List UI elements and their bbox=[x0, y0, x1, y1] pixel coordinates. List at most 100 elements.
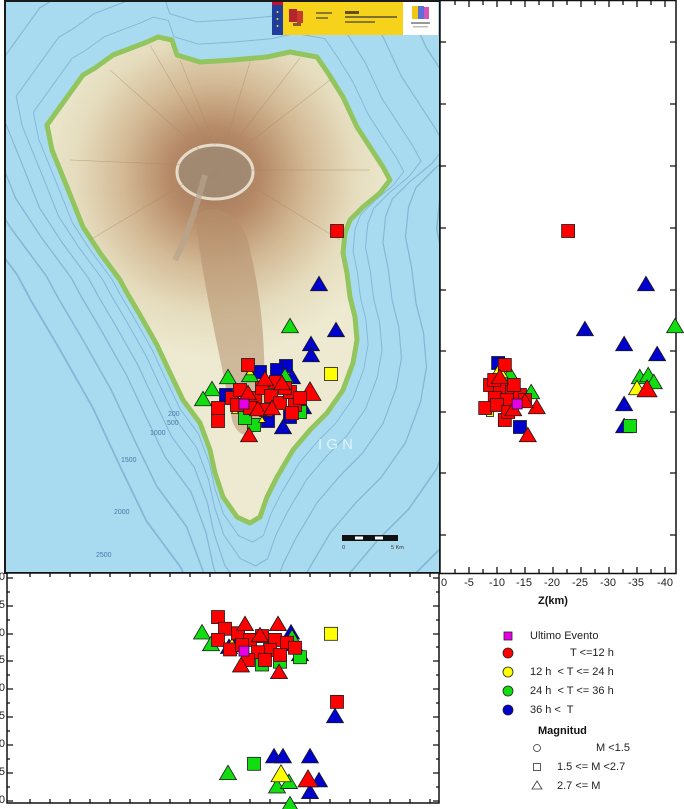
x-tick-0: 0 bbox=[440, 577, 448, 589]
event-triangle-marker bbox=[647, 345, 667, 362]
event-square-marker bbox=[324, 367, 338, 381]
ravines bbox=[69, 44, 370, 241]
event-square-marker bbox=[211, 401, 225, 415]
contour-label-2000: 2000 bbox=[114, 509, 130, 516]
event-triangle-marker bbox=[269, 663, 289, 680]
event-triangle-marker bbox=[267, 777, 287, 794]
event-triangle-marker bbox=[257, 415, 267, 423]
event-square-marker bbox=[478, 401, 493, 415]
event-triangle-marker bbox=[282, 795, 298, 809]
caldera bbox=[175, 143, 255, 201]
ign-watermark: I G N bbox=[318, 436, 353, 453]
legend-t24-icon bbox=[502, 666, 514, 678]
scale-bar: 0 5 Km bbox=[342, 535, 404, 551]
event-triangle-marker bbox=[218, 368, 238, 385]
map-epicenter-markers bbox=[193, 224, 346, 443]
caldera-ravine bbox=[172, 174, 208, 262]
contour-label-2500: 2500 bbox=[96, 552, 112, 559]
event-triangle-marker bbox=[193, 390, 213, 407]
event-square-marker bbox=[238, 398, 250, 410]
x-tick-minus10: -10 bbox=[489, 577, 505, 589]
contour-label-500: 500 bbox=[167, 420, 179, 427]
legend-last-event-icon bbox=[503, 631, 513, 641]
event-triangle-marker bbox=[309, 275, 329, 292]
event-triangle-marker bbox=[300, 783, 320, 800]
event-triangle-marker bbox=[273, 747, 293, 764]
event-square-marker bbox=[506, 378, 521, 392]
event-square-marker bbox=[247, 756, 261, 771]
event-square-marker bbox=[241, 358, 255, 372]
legend-t36-icon bbox=[502, 685, 514, 697]
depth-vs-latitude-markers bbox=[478, 224, 684, 443]
event-triangle-marker bbox=[636, 379, 658, 398]
contour-label-1500: 1500 bbox=[121, 457, 137, 464]
y-tick-3: 5 bbox=[0, 654, 5, 666]
event-triangle-marker bbox=[575, 320, 595, 337]
legend-triangle-magnitude-icon bbox=[531, 780, 543, 790]
event-triangle-marker bbox=[218, 764, 238, 781]
x-tick-minus15: -15 bbox=[516, 577, 532, 589]
x-tick-minus20: -20 bbox=[544, 577, 560, 589]
x-tick-minus35: -35 bbox=[628, 577, 644, 589]
event-square-marker bbox=[490, 398, 504, 412]
depth-vs-latitude-ticks bbox=[440, 1, 676, 573]
depth-vs-longitude-markers bbox=[192, 610, 345, 809]
legend-circle-magnitude-icon bbox=[533, 744, 541, 752]
x-tick-minus30: -30 bbox=[600, 577, 616, 589]
y-tick-1: 5 bbox=[0, 599, 5, 611]
event-square-marker bbox=[623, 419, 637, 433]
x-axis-title: Z(km) bbox=[538, 595, 568, 607]
y-tick-5: 5 bbox=[0, 710, 5, 722]
legend-tgt36-icon bbox=[502, 704, 514, 716]
event-triangle-marker bbox=[490, 368, 509, 385]
x-tick-minus5: -5 bbox=[464, 577, 474, 589]
event-triangle-marker bbox=[270, 763, 292, 783]
event-triangle-marker bbox=[297, 769, 319, 788]
event-triangle-marker bbox=[665, 317, 684, 334]
event-square-marker bbox=[330, 224, 344, 238]
event-square-marker bbox=[288, 640, 302, 655]
y-tick-2: 0 bbox=[0, 627, 5, 639]
event-square-marker bbox=[211, 610, 225, 624]
event-triangle-marker bbox=[272, 374, 292, 391]
event-triangle-marker bbox=[326, 321, 346, 338]
y-tick-4: 0 bbox=[0, 682, 5, 694]
y-tick-7: 5 bbox=[0, 766, 5, 778]
event-triangle-marker bbox=[614, 335, 634, 352]
legend-label-mag-large: 2.7 <= M bbox=[557, 780, 601, 792]
legend-label-t36: 24 h < T <= 36 h bbox=[530, 685, 614, 697]
event-triangle-marker bbox=[255, 370, 275, 387]
depth-vs-longitude-ticks bbox=[7, 573, 439, 803]
event-triangle-marker bbox=[614, 395, 634, 412]
legend-label-mag-medium: 1.5 <= M <2.7 bbox=[557, 761, 626, 773]
event-triangle-marker bbox=[202, 380, 222, 397]
event-square-marker bbox=[293, 391, 307, 405]
legend-label-mag-small: M <1.5 bbox=[596, 742, 630, 754]
legend-label-t12: T <=12 h bbox=[570, 647, 614, 659]
depth-vs-longitude-panel bbox=[6, 572, 440, 809]
event-triangle-marker bbox=[280, 317, 300, 334]
legend-label-last-event: Ultimo Evento bbox=[530, 630, 599, 642]
legend-square-magnitude-icon bbox=[533, 763, 541, 771]
event-square-marker bbox=[211, 414, 225, 428]
event-triangle-marker bbox=[268, 615, 288, 632]
event-square-marker bbox=[497, 358, 512, 372]
event-triangle-marker bbox=[325, 707, 345, 724]
event-triangle-marker bbox=[192, 623, 212, 640]
legend-label-t24: 12 h < T <= 24 h bbox=[530, 666, 614, 678]
event-triangle-marker bbox=[250, 626, 270, 643]
event-triangle-marker bbox=[273, 418, 293, 435]
event-triangle-marker bbox=[518, 426, 537, 443]
x-tick-minus40: -40 bbox=[657, 577, 673, 589]
event-triangle-marker bbox=[301, 346, 321, 363]
map-panel: 200 500 1000 1500 2000 2500 I G N bbox=[5, 1, 440, 573]
event-square-marker bbox=[258, 653, 272, 667]
scale-bar-end-label: 5 Km bbox=[391, 545, 404, 551]
contour-label-200: 200 bbox=[168, 411, 180, 418]
event-square-marker bbox=[273, 648, 287, 662]
x-tick-minus25: -25 bbox=[572, 577, 588, 589]
y-tick-8: 0 bbox=[0, 794, 5, 806]
event-triangle-marker bbox=[231, 656, 251, 673]
event-square-marker bbox=[285, 406, 299, 420]
